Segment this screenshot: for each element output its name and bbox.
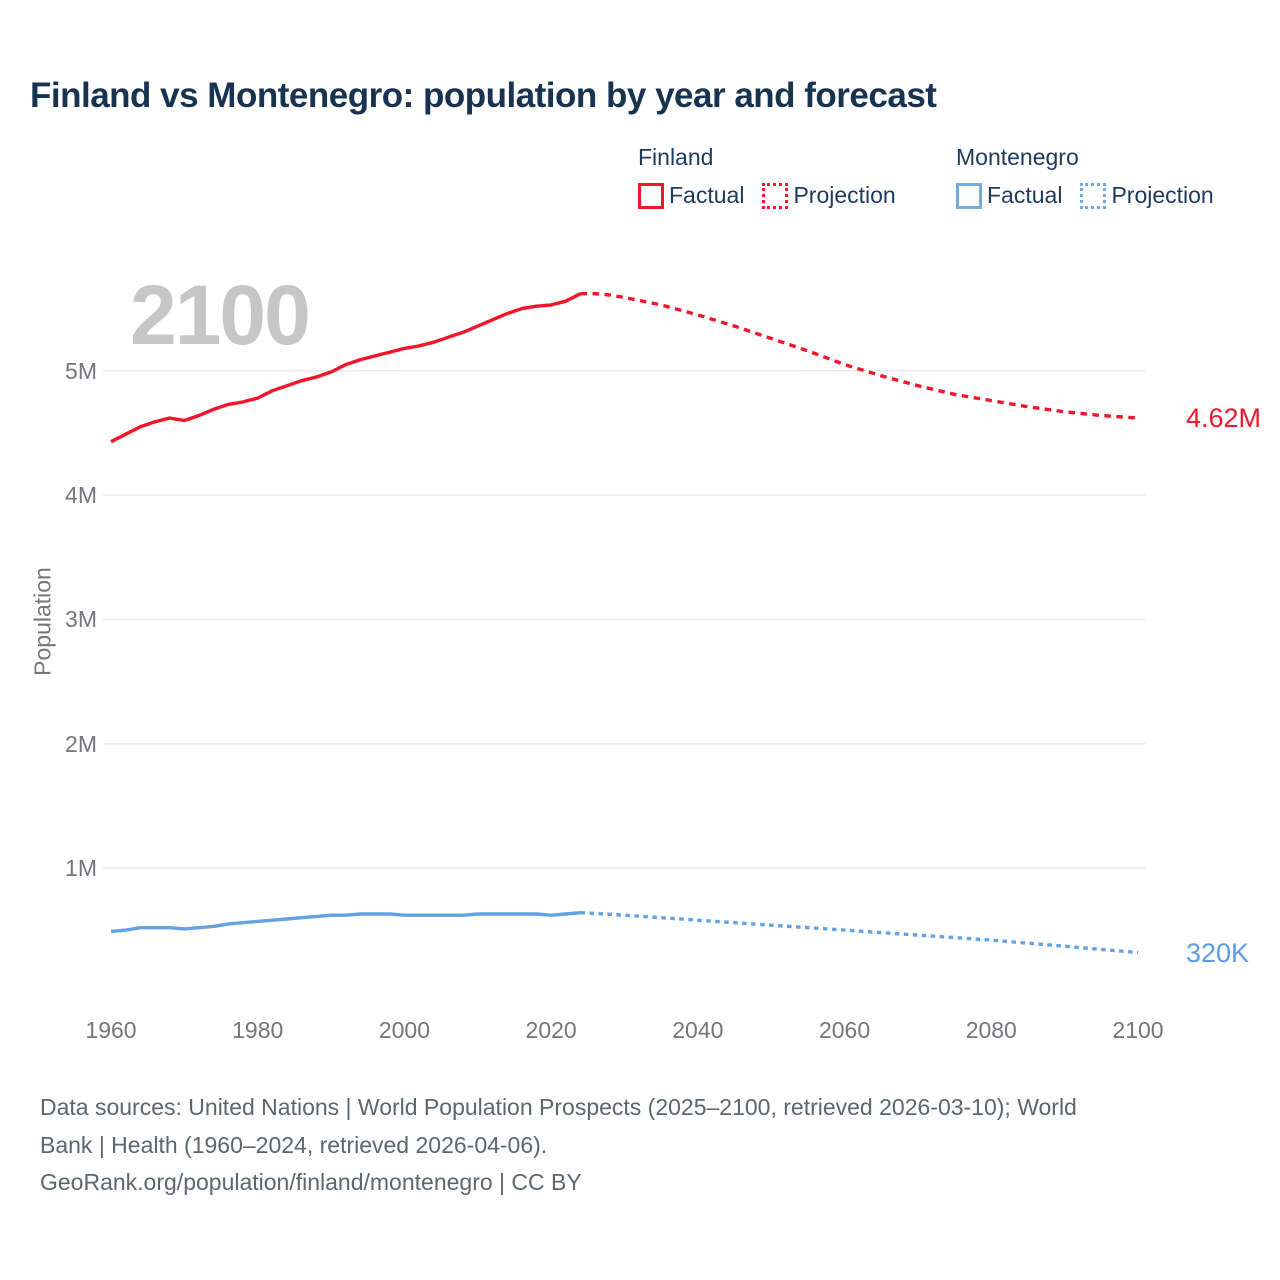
svg-text:♛: ♛ [1154,945,1169,965]
legend-label: Factual [669,182,745,208]
montenegro-end-value: 320K [1186,937,1250,968]
montenegro-factual-toggle[interactable]: Factual [956,182,1062,209]
montenegro-flag-icon: ♛ [1140,931,1184,975]
legend-group-title: Finland [638,144,714,170]
gridlines [103,370,1146,869]
x-axis-tick-label: 2060 [818,1017,871,1043]
finland-end-value: 4.62M [1186,403,1262,434]
watermark-year: 2100 [130,268,311,362]
attribution-line: GeoRank.org/population/finland/montenegr… [40,1169,582,1195]
x-axis-tick-label: 2080 [965,1017,1017,1043]
x-axis-tick-label: 2100 [1112,1017,1164,1043]
footer: Data sources: United Nations | World Pop… [40,1089,1077,1202]
series-lines [110,292,1139,955]
solid-line-swatch-icon [956,182,982,209]
solid-line-swatch-icon [638,182,664,209]
montenegro-projection-line [580,911,1139,955]
y-axis-tick-label: 4M [65,482,97,509]
x-axis-tick-label: 2020 [525,1017,577,1043]
legend-group-montenegro: Montenegro Factual Projection [956,144,1232,209]
x-axis-tick-label: 2000 [378,1017,430,1043]
page-title: Finland vs Montenegro: population by yea… [30,76,937,115]
legend-label: Projection [793,182,896,208]
dotted-line-swatch-icon [762,182,789,209]
x-axis-tick-label: 1980 [232,1017,284,1043]
montenegro-factual-line [110,911,581,934]
y-axis-tick-label: 3M [65,606,97,633]
data-sources-line: Bank | Health (1960–2024, retrieved 2026… [40,1131,548,1158]
x-axis-tick-label: 1960 [85,1017,137,1043]
finland-projection-toggle[interactable]: Projection [762,182,896,209]
y-axis-tick-label: 1M [65,855,97,881]
x-axis-tick-label: 2040 [672,1017,724,1043]
finland-flag-icon [1140,396,1184,440]
legend-group-title: Montenegro [956,144,1079,170]
legend-group-finland: Finland Factual Projection [638,144,914,209]
dotted-line-swatch-icon [1080,182,1107,209]
legend-label: Projection [1111,182,1214,208]
legend-label: Factual [987,182,1063,208]
finland-factual-line [110,292,582,444]
data-sources-line: Data sources: United Nations | World Pop… [40,1094,1077,1120]
finland-factual-toggle[interactable]: Factual [638,182,744,209]
montenegro-projection-toggle[interactable]: Projection [1080,182,1214,209]
finland-projection-line [580,292,1139,420]
y-axis-tick-label: 2M [65,730,97,757]
y-axis-tick-label: 5M [65,357,97,384]
